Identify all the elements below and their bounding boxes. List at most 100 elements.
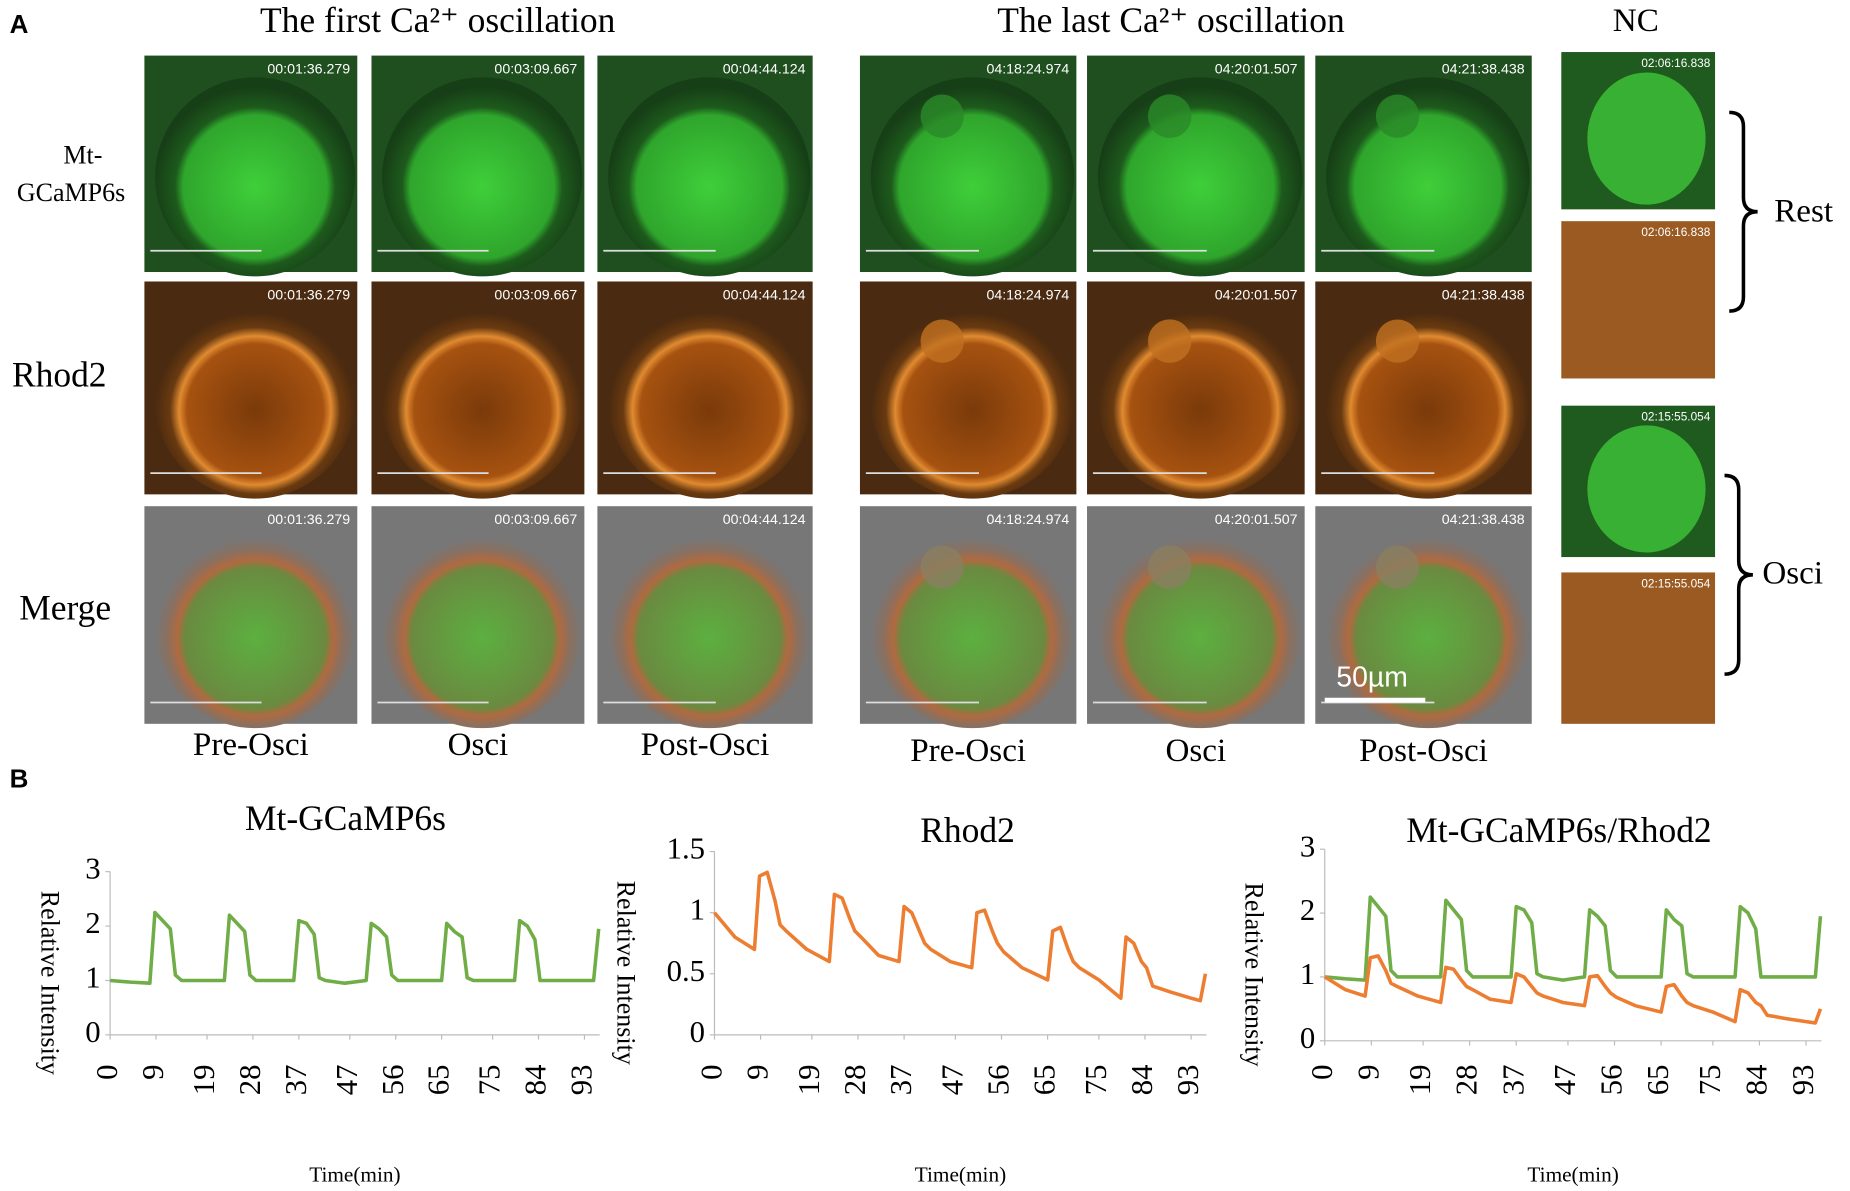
timestamp: 00:04:44.124	[723, 512, 806, 528]
timestamp: 02:06:16.838	[1641, 225, 1710, 239]
x-tick-label: 37	[279, 1064, 313, 1095]
polar-body	[1147, 545, 1192, 589]
timestamp: 00:01:36.279	[267, 62, 350, 78]
line-series	[1323, 954, 1823, 1025]
x-tick-label: 84	[1739, 1064, 1773, 1095]
polar-body	[1147, 94, 1192, 138]
brace	[1729, 110, 1758, 313]
y-tick-label: 1	[1300, 957, 1315, 991]
timestamp: 00:03:09.667	[494, 512, 577, 528]
timestamp: 02:06:16.838	[1641, 56, 1710, 70]
x-axis-label: Time(min)	[1527, 1163, 1618, 1187]
y-tick-label: 2	[1300, 893, 1315, 927]
cell	[155, 527, 356, 729]
timestamp: 04:18:24.974	[986, 287, 1069, 303]
timestamp: 04:20:01.507	[1215, 512, 1298, 528]
timestamp: 04:20:01.507	[1215, 62, 1298, 78]
x-tick-label: 19	[792, 1064, 826, 1095]
y-tick-label: 1	[690, 893, 705, 927]
y-tick-label: 3	[85, 852, 100, 886]
x-tick-label: 9	[136, 1064, 170, 1079]
x-tick-label: 56	[1595, 1064, 1629, 1095]
polar-body	[920, 319, 964, 363]
polar-body	[1375, 319, 1420, 363]
line-series	[1324, 895, 1823, 982]
cell	[1326, 527, 1530, 729]
chart-title: Rhod2	[920, 810, 1015, 850]
cell	[382, 77, 583, 277]
y-tick-label: 1	[85, 961, 100, 995]
polar-body	[920, 545, 964, 589]
cell	[608, 527, 811, 729]
x-tick-label: 93	[1786, 1064, 1820, 1095]
x-tick-label: 56	[376, 1064, 410, 1095]
scale-bar-label: 50µm	[1336, 661, 1408, 693]
cell	[1097, 77, 1303, 277]
cell	[1587, 72, 1706, 205]
cell	[1097, 302, 1303, 499]
x-tick-label: 9	[741, 1064, 775, 1079]
column-label: Osci	[1165, 732, 1226, 769]
polar-body	[1147, 319, 1192, 363]
cell	[1326, 302, 1530, 499]
x-tick-label: 19	[187, 1064, 221, 1095]
cell	[382, 302, 583, 499]
x-tick-label: 93	[565, 1064, 599, 1095]
y-axis-label: Relative Intensity	[611, 881, 640, 1065]
x-tick-label: 9	[1351, 1064, 1385, 1079]
x-tick-label: 0	[695, 1064, 729, 1079]
timestamp: 00:03:09.667	[494, 287, 577, 303]
cell	[1587, 425, 1706, 553]
x-tick-label: 0	[1305, 1064, 1339, 1079]
nc-label: Osci	[1762, 555, 1823, 592]
timestamp: 00:04:44.124	[723, 287, 806, 303]
row-label: Rhod2	[12, 355, 107, 395]
y-tick-label: 3	[1300, 829, 1315, 863]
y-axis-label: Relative Intensity	[35, 891, 64, 1075]
cell	[155, 77, 356, 277]
timestamp: 04:21:38.438	[1442, 512, 1525, 528]
cell	[870, 77, 1075, 277]
x-tick-label: 65	[1641, 1064, 1675, 1095]
y-tick-label: 0.5	[667, 954, 705, 988]
x-tick-label: 75	[473, 1064, 507, 1095]
cell	[1326, 77, 1530, 277]
y-tick-label: 2	[85, 906, 100, 940]
x-tick-label: 28	[233, 1064, 267, 1095]
y-axis-label: Relative Intensity	[1239, 882, 1268, 1066]
polar-body	[1375, 545, 1420, 589]
x-axis-label: Time(min)	[915, 1163, 1006, 1187]
timestamp: 00:04:44.124	[723, 62, 806, 78]
column-label: Pre-Osci	[910, 732, 1026, 769]
panel-label: A	[10, 9, 29, 39]
timestamp: 00:03:09.667	[494, 62, 577, 78]
timestamp: 04:18:24.974	[986, 512, 1069, 528]
cell	[155, 302, 356, 499]
cell	[608, 302, 811, 499]
timestamp: 04:18:24.974	[986, 62, 1069, 78]
x-tick-label: 47	[935, 1064, 969, 1095]
row-label: Merge	[19, 588, 111, 628]
x-tick-label: 65	[1028, 1064, 1062, 1095]
x-tick-label: 37	[1496, 1064, 1530, 1095]
cell	[870, 527, 1075, 729]
timestamp: 02:15:55.054	[1641, 576, 1710, 590]
timestamp: 02:15:55.054	[1641, 410, 1710, 424]
column-label: Post-Osci	[1359, 732, 1488, 769]
cell	[382, 527, 583, 729]
timestamp: 00:01:36.279	[267, 512, 350, 528]
nc-label: Rest	[1774, 193, 1833, 230]
x-tick-label: 28	[838, 1064, 872, 1095]
y-tick-label: 0	[690, 1015, 705, 1049]
nc-micrograph	[1561, 221, 1716, 379]
group-title: The last Ca²⁺ oscillation	[997, 0, 1345, 40]
x-tick-label: 56	[982, 1064, 1016, 1095]
line-series	[109, 910, 601, 985]
y-tick-label: 1.5	[667, 832, 705, 866]
column-label: Post-Osci	[641, 726, 770, 763]
cell	[1097, 527, 1303, 729]
x-tick-label: 84	[519, 1064, 553, 1095]
x-tick-label: 84	[1125, 1064, 1159, 1095]
